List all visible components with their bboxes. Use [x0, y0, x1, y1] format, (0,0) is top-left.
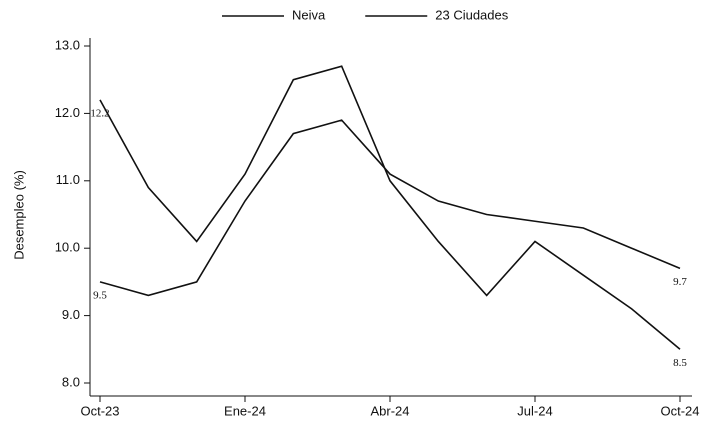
y-tick-label: 11.0 — [56, 172, 80, 187]
x-tick-label: Abr-24 — [370, 403, 409, 418]
data-label: 9.7 — [673, 276, 687, 288]
x-tick-label: Oct-23 — [80, 403, 119, 418]
x-tick-label: Oct-24 — [660, 403, 699, 418]
legend-label: Neiva — [292, 7, 326, 22]
x-tick-label: Jul-24 — [517, 403, 552, 418]
x-tick-label: Ene-24 — [224, 403, 266, 418]
series-line — [99, 119, 681, 297]
y-tick-label: 10.0 — [55, 240, 80, 255]
legend-label: 23 Ciudades — [435, 7, 508, 22]
y-tick-label: 9.0 — [62, 307, 80, 322]
y-tick-label: 13.0 — [55, 37, 80, 52]
data-label: 12.2 — [90, 107, 109, 119]
data-label: 9.5 — [93, 289, 107, 301]
y-axis-label: Desempleo (%) — [11, 170, 26, 260]
y-tick-label: 12.0 — [55, 105, 80, 120]
series-line — [99, 65, 681, 350]
data-label: 8.5 — [673, 357, 687, 369]
y-tick-label: 8.0 — [62, 374, 80, 389]
